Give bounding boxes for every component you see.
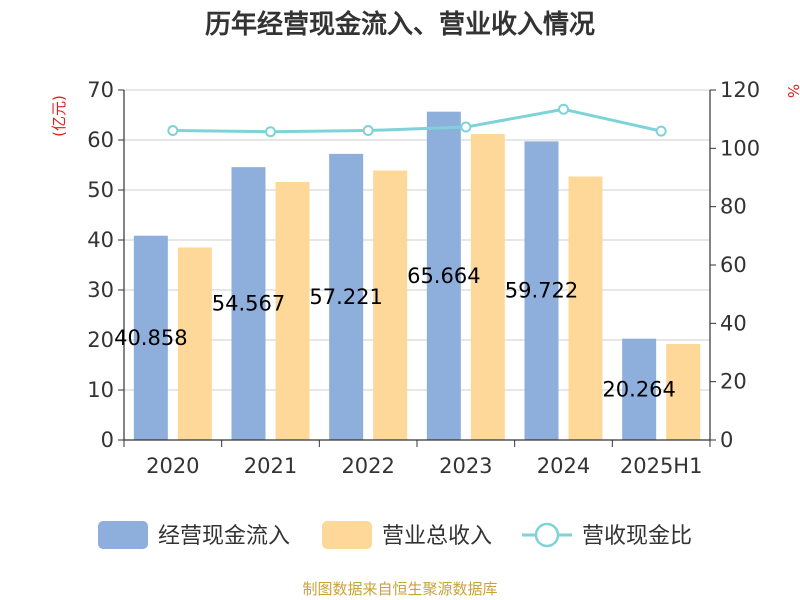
left-axis-tick-label: 30 (87, 278, 114, 302)
legend-label: 经营现金流入 (158, 524, 290, 549)
bar-data-label: 40.858 (114, 326, 187, 350)
bar-data-label: 20.264 (602, 377, 675, 401)
bar (524, 141, 559, 440)
ratio-point (460, 121, 472, 133)
x-axis-tick-label: 2023 (439, 454, 492, 478)
ratio-point (167, 125, 179, 137)
legend-label: 营收现金比 (582, 524, 692, 549)
bar-data-label: 54.567 (212, 292, 285, 316)
footer-source: 制图数据来自恒生聚源数据库 (302, 580, 497, 598)
bars (133, 111, 701, 441)
ratio-point (558, 103, 569, 115)
left-axis-tick-label: 40 (87, 228, 114, 252)
right-axis-tick-label: 80 (720, 195, 747, 219)
x-axis-tick-label: 2025H1 (620, 454, 703, 478)
right-axis-tick-label: 0 (720, 428, 733, 452)
ratio-line-path (172, 107, 662, 134)
bar (470, 134, 505, 440)
bar (666, 344, 701, 440)
left-axis-tick-label: 10 (87, 378, 114, 402)
left-axis-tick-label: 60 (87, 128, 114, 152)
bar (373, 170, 408, 440)
bar (231, 167, 266, 441)
right-axis-tick-label: 20 (720, 370, 747, 394)
right-axis-tick-label: 40 (720, 311, 747, 335)
ratio-point (362, 125, 374, 137)
left-axis-tick-label: 0 (101, 428, 114, 452)
x-axis-tick-label: 2022 (341, 454, 394, 478)
bar (622, 338, 657, 440)
left-axis-unit: (亿元) (50, 95, 68, 137)
bar-data-label: 59.722 (505, 279, 578, 303)
x-axis-tick-label: 2020 (146, 454, 199, 478)
ratio-point (265, 126, 276, 138)
bar (177, 247, 212, 440)
bar-data-label: 65.664 (407, 264, 480, 288)
bar (426, 111, 461, 441)
legend-label: 营业总收入 (382, 524, 492, 549)
legend: 经营现金流入 营业总收入 营收现金比 (98, 521, 692, 549)
left-axis-tick-label: 20 (87, 328, 114, 352)
left-axis-tick-label: 50 (87, 178, 114, 202)
bar (133, 235, 168, 440)
bar (275, 182, 310, 440)
x-axis-tick-label: 2024 (537, 454, 590, 478)
axes: 0 10 20 30 40 50 60 70 0 20 40 60 80 100 120 2020 2021 20… (87, 78, 760, 478)
right-axis-tick-label: 100 (720, 136, 760, 160)
gridlines (124, 89, 710, 391)
right-axis-tick-label: 120 (720, 78, 760, 102)
x-axis-tick-label: 2021 (244, 454, 297, 478)
right-axis-tick-label: 60 (720, 253, 747, 277)
bar (568, 176, 603, 440)
legend-swatch (322, 521, 372, 549)
bar (329, 153, 364, 440)
right-axis-unit: % (784, 84, 800, 98)
chart-title: 历年经营现金流入、营业收入情况 (205, 9, 595, 40)
legend-marker (534, 522, 560, 548)
ratio-line (167, 103, 667, 138)
left-axis-tick-label: 70 (87, 78, 114, 102)
legend-swatch (98, 521, 148, 549)
bar-data-label: 57.221 (309, 285, 382, 309)
data-labels: 40.858 54.567 57.221 65.664 59.722 20.264 (114, 264, 676, 402)
ratio-point (655, 125, 667, 137)
